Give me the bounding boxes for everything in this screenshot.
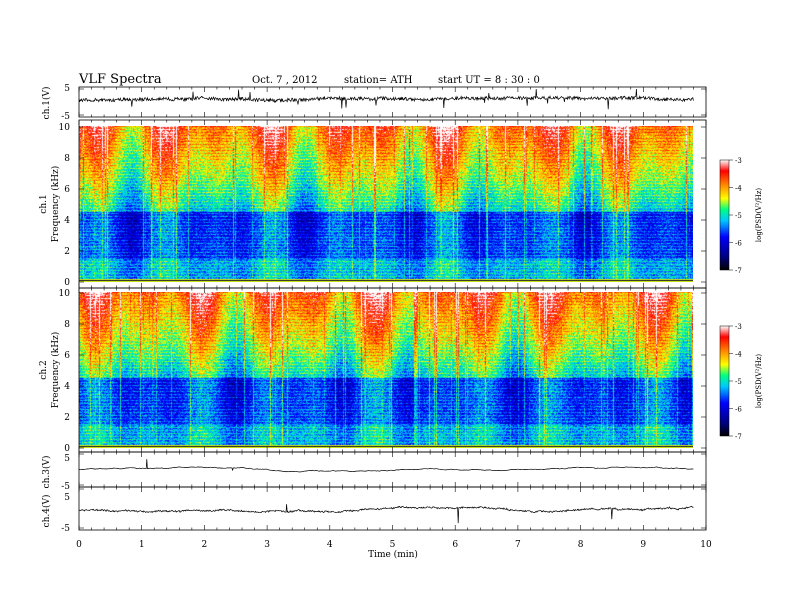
ch2-colorbar <box>719 325 730 437</box>
ch1-waveform-trace <box>78 88 706 116</box>
x-tick-label: 1 <box>139 540 145 550</box>
ch3-ylabel: ch.3(V) <box>41 456 52 489</box>
figure-title: VLF Spectra <box>78 72 162 87</box>
panel-frame <box>78 451 707 488</box>
ch2-spectro-ylabel-channel: ch.2 <box>39 360 49 379</box>
frequency-tick-label: 8 <box>64 320 70 330</box>
ch3-waveform-panel: 5 -5 ch.3(V) <box>41 451 707 492</box>
x-tick-label: 7 <box>515 540 521 550</box>
ch1-spectrogram-heatmap <box>79 126 693 282</box>
ch4-waveform-panel: 5 -5 ch.4(V) <box>41 486 707 534</box>
ch2-spectrogram-heatmap <box>79 292 693 448</box>
ch2-colorbar-label: log(PSD(V²/Hz) <box>755 354 763 409</box>
colorbar-tick-label: -4 <box>735 351 742 359</box>
colorbar-tick-label: -3 <box>735 157 742 165</box>
frequency-tick-label: 6 <box>64 185 70 195</box>
frequency-tick-label: 0 <box>64 278 70 288</box>
ch3-ticks <box>78 452 707 487</box>
ch3-waveform-trace <box>78 453 706 486</box>
station-label: station= ATH <box>344 75 413 86</box>
colorbar-tick-label: -7 <box>735 433 742 441</box>
frequency-tick-label: 2 <box>64 247 70 257</box>
colorbar-tick-label: -5 <box>735 212 742 220</box>
frequency-tick-label: 4 <box>64 382 70 392</box>
ch1-ytick-top: 5 <box>64 84 70 94</box>
ch3-ytick-top: 5 <box>64 454 70 464</box>
colorbar-tick-label: -6 <box>735 240 742 248</box>
ch3-ytick-bottom: -5 <box>61 482 70 492</box>
x-tick-label: 4 <box>327 540 333 550</box>
x-tick-label: 2 <box>202 540 208 550</box>
frequency-tick-label: 4 <box>64 216 70 226</box>
x-tick-label: 6 <box>452 540 458 550</box>
ch4-waveform-trace <box>78 488 706 529</box>
ch1-frequency-tick-labels: 0 2 4 6 8 10 <box>59 123 706 288</box>
frequency-tick-label: 2 <box>64 413 70 423</box>
ch1-ylabel: ch.1(V) <box>41 87 52 120</box>
colorbar-tick-label: -4 <box>735 185 742 193</box>
waveform-line <box>78 459 694 473</box>
ch1-colorbar <box>719 159 730 271</box>
ch1-spectro-ticks <box>78 120 707 288</box>
ch2-colorbar-ticks: -3 -4 -5 -6 -7 <box>729 323 742 441</box>
ch1-colorbar-ticks: -3 -4 -5 -6 -7 <box>729 157 742 275</box>
frequency-tick-label: 10 <box>59 289 71 299</box>
colorbar-tick-label: -3 <box>735 323 742 331</box>
waveform-line <box>78 88 694 110</box>
frequency-tick-label: 6 <box>64 351 70 361</box>
date-label: Oct. 7 , 2012 <box>252 75 318 86</box>
start-time-label: start UT = 8 : 30 : 0 <box>438 75 540 86</box>
frequency-tick-label: 0 <box>64 444 70 454</box>
x-tick-label: 5 <box>390 540 396 550</box>
colorbar-tick-label: -7 <box>735 267 742 275</box>
ch1-ticks <box>78 87 707 117</box>
x-axis-label: Time (min) <box>368 549 418 560</box>
ch2-spectro-ylabel-frequency: Frequency (kHz) <box>50 332 61 409</box>
frequency-tick-label: 8 <box>64 154 70 164</box>
ch1-spectro-ylabel-channel: ch.1 <box>39 194 49 213</box>
ch4-ticks <box>78 487 707 530</box>
frequency-tick-label: 10 <box>59 123 71 133</box>
ch1-waveform-panel: 5 -5 ch.1(V) <box>41 84 707 122</box>
x-tick-label: 8 <box>578 540 584 550</box>
waveform-line <box>78 504 694 524</box>
ch4-ylabel: ch.4(V) <box>41 495 52 528</box>
ch1-spectro-ylabel-frequency: Frequency (kHz) <box>50 166 61 243</box>
x-tick-label: 10 <box>700 540 712 550</box>
ch2-spectro-ticks <box>78 288 707 452</box>
ch4-ytick-top: 5 <box>64 493 70 503</box>
colorbar-tick-label: -5 <box>735 378 742 386</box>
ch1-colorbar-label: log(PSD(V²/Hz) <box>755 188 763 243</box>
ch1-ytick-bottom: -5 <box>61 112 70 122</box>
x-axis-tick-labels: 0 1 2 3 4 5 6 7 8 9 10 <box>76 540 712 550</box>
x-tick-label: 0 <box>76 540 82 550</box>
x-tick-label: 9 <box>640 540 646 550</box>
ch4-ytick-bottom: -5 <box>61 524 70 534</box>
ch2-frequency-tick-labels: 0 2 4 6 8 10 <box>59 289 706 454</box>
x-tick-label: 3 <box>264 540 270 550</box>
colorbar-tick-label: -6 <box>735 406 742 414</box>
